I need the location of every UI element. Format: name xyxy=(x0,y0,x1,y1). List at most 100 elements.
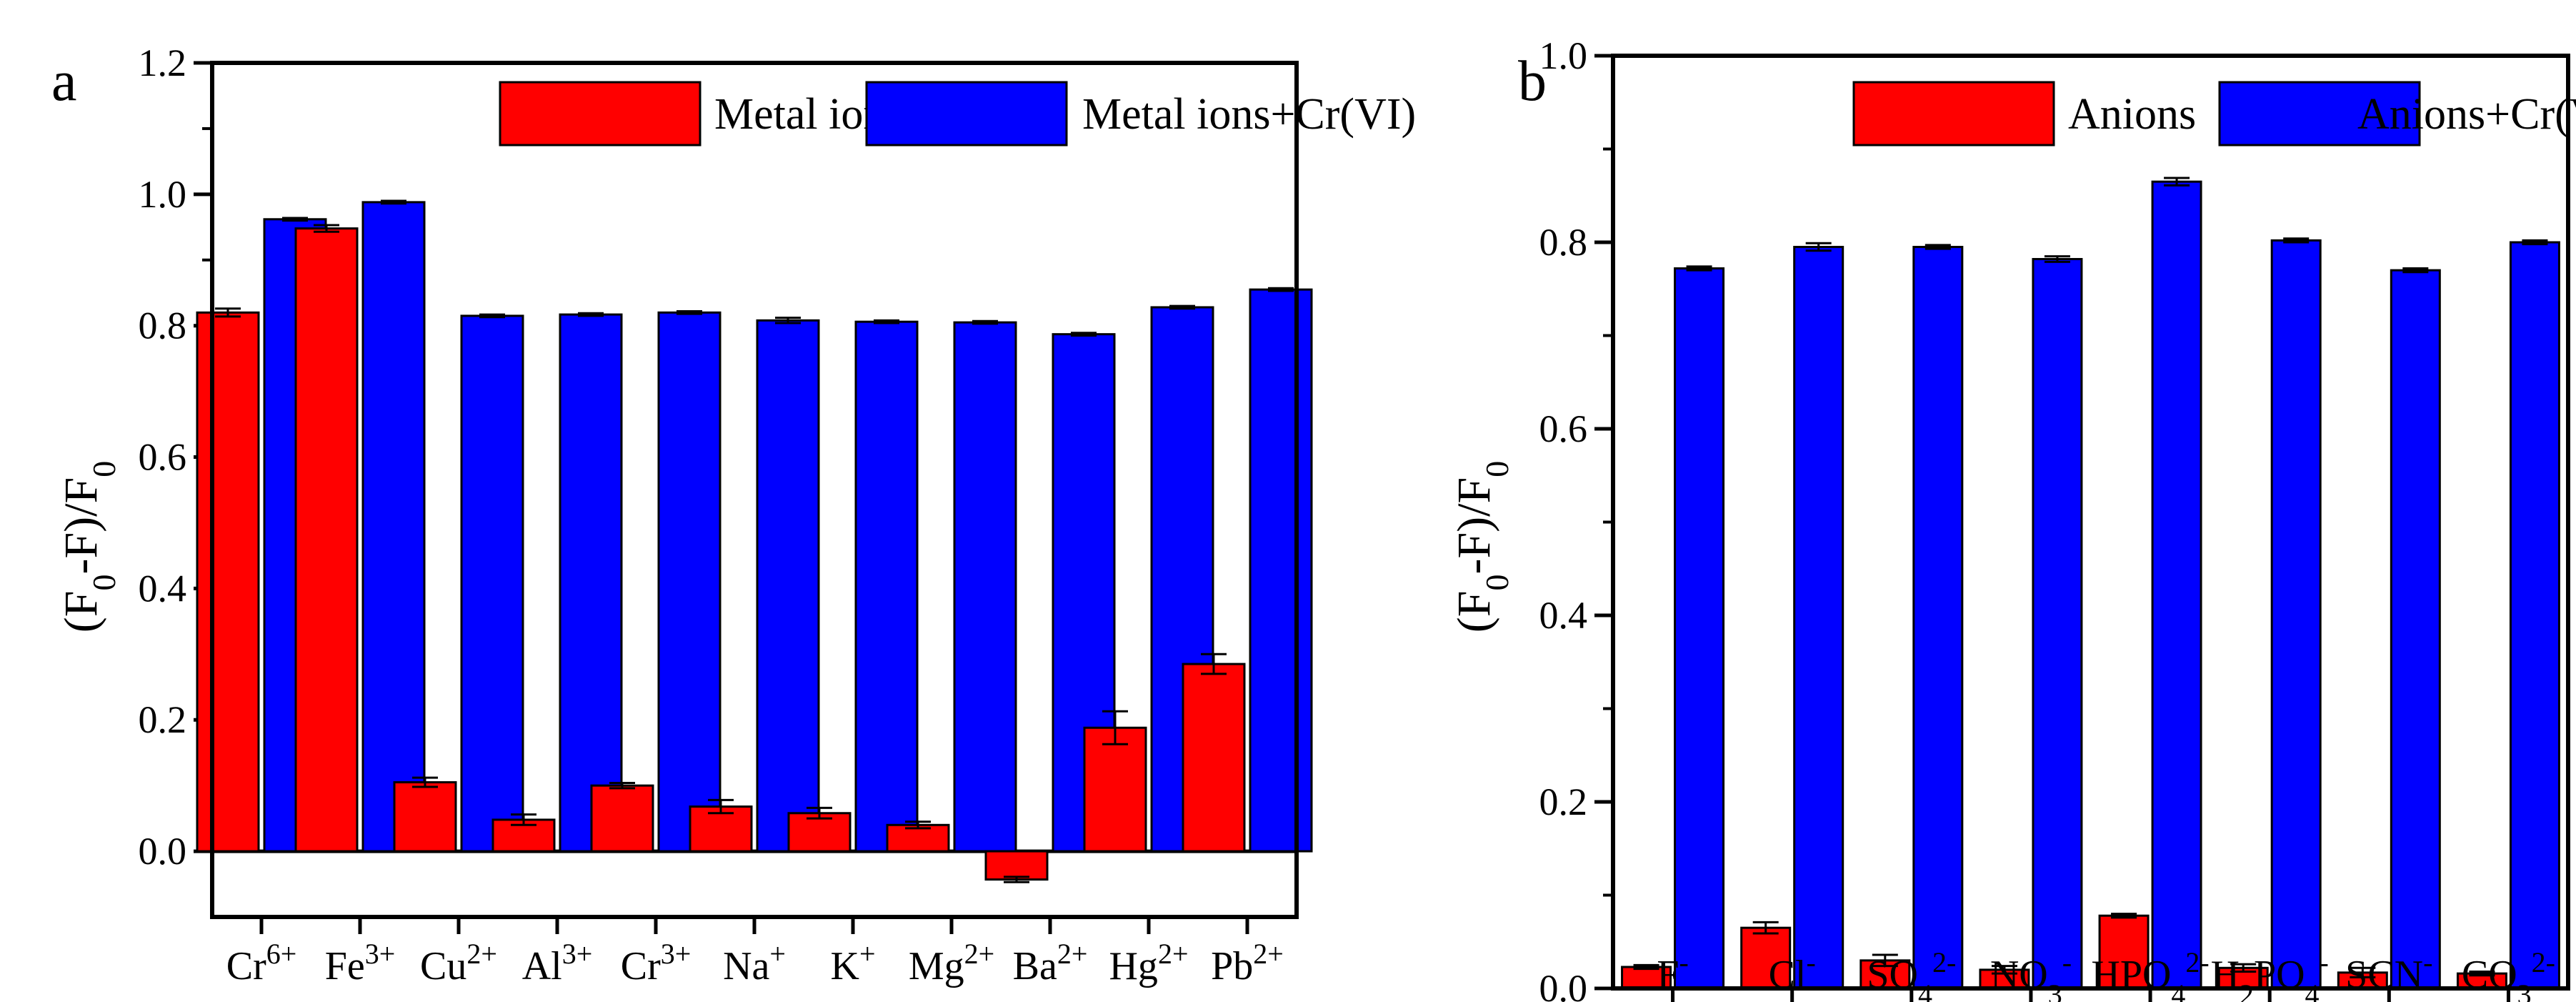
panel-a-y-tick-label: 1.2 xyxy=(139,41,187,84)
panel-a-category-label: Cr3+ xyxy=(621,938,692,989)
legend-label-anions: Anions xyxy=(2068,90,2196,139)
panel-b-error-bar xyxy=(2164,177,2190,187)
panel-a-error-bar xyxy=(1071,332,1097,337)
panel-a-error-bar xyxy=(874,319,899,324)
panel-b-y-tick-label: 0.6 xyxy=(1539,407,1588,450)
panel-a-bar-series2 xyxy=(1249,288,1313,853)
panel-a-error-bar xyxy=(578,312,604,317)
panel-a-category-label: Pb2+ xyxy=(1211,938,1284,989)
panel-a-bar-series2 xyxy=(361,201,426,853)
panel-b-y-tick-label: 0.2 xyxy=(1539,780,1588,823)
panel-a-y-tick-label: 0.0 xyxy=(139,830,187,873)
panel-a-error-bar xyxy=(1169,304,1195,310)
panel-a-y-tick-label: 0.6 xyxy=(139,436,187,479)
legend-label-anions-crvi: Anions+Cr(VI) xyxy=(2357,90,2576,139)
panel-a-error-bar xyxy=(282,217,308,222)
panel-a-error-bar xyxy=(807,806,832,820)
panel-a-y-tick-label: 0.4 xyxy=(139,567,187,610)
panel-a-bar-series1 xyxy=(984,850,1049,881)
panel-a-category-label: Mg2+ xyxy=(909,938,994,989)
panel-a-bar-series2 xyxy=(953,321,1017,853)
panel-a-bar-series2 xyxy=(657,311,722,853)
panel-b-error-bar xyxy=(1633,963,1659,971)
panel-a-category-label: Na+ xyxy=(723,938,786,989)
panel-a-error-bar xyxy=(479,313,505,319)
panel-a-bar-series1 xyxy=(1083,726,1147,853)
panel-a-error-bar xyxy=(1201,653,1227,675)
panel-a-error-bar xyxy=(314,224,339,233)
panel-a-bar-series1 xyxy=(1182,663,1246,853)
panel-a-category-label: Fe3+ xyxy=(325,938,396,989)
panel-b-bar-series1 xyxy=(1740,926,1792,990)
panel-b-bar-series2 xyxy=(1674,267,1725,990)
panel-a-error-bar xyxy=(412,776,438,788)
panel-a-error-bar xyxy=(708,798,734,815)
panel-a-y-tick-label: 0.8 xyxy=(139,304,187,347)
panel-b-error-bar xyxy=(2350,966,2376,978)
panel-b-y-axis-title: (F0-F)/F0 xyxy=(1448,461,1515,633)
legend-swatch-anions-crvi xyxy=(2218,81,2421,147)
panel-b: b (F0-F)/F0 0.00.20.40.60.81.0 F- Cl- SO42… xyxy=(1448,34,2576,1002)
panel-a-y-tick-label: 0.2 xyxy=(139,698,187,741)
panel-a-bar-series2 xyxy=(559,313,623,853)
panel-b-bar-series2 xyxy=(2509,241,2560,990)
panel-b-error-bar xyxy=(2230,963,2257,973)
panel-a-error-bar xyxy=(1102,710,1128,745)
panel-a-error-bar xyxy=(1004,875,1029,883)
panel-b-error-bar xyxy=(1924,244,1951,250)
panel-b-letter: b xyxy=(1518,50,1547,113)
panel-b-y-tick-label: 0.4 xyxy=(1539,594,1588,637)
panel-a-category-label: K+ xyxy=(830,938,875,989)
panel-b-bar-series2 xyxy=(2151,180,2202,990)
legend-swatch-metal-ions xyxy=(499,81,702,147)
panel-b-y-tick-label: 1.0 xyxy=(1539,34,1588,77)
panel-a-error-bar xyxy=(775,317,801,324)
panel-a-error-bar xyxy=(511,813,536,826)
panel-b-category-label: SO42- xyxy=(1867,946,1956,1002)
legend-swatch-metal-ions-crvi xyxy=(865,81,1068,147)
panel-b-error-bar xyxy=(2044,255,2070,263)
panel-b-bar-series2 xyxy=(2390,269,2441,990)
panel-a-bar-series2 xyxy=(854,320,919,853)
panel-b-error-bar xyxy=(1752,921,1779,935)
panel-b-y-tick-label: 0.8 xyxy=(1539,221,1588,264)
panel-a-error-bar xyxy=(609,781,635,790)
panel-a-bar-series1 xyxy=(590,784,654,853)
panel-a-category-label: Cu2+ xyxy=(420,938,497,989)
legend-label-metal-ions-crvi: Metal ions+Cr(VI) xyxy=(1082,90,1416,139)
panel-a-bar-series1 xyxy=(294,227,359,853)
panel-a-error-bar xyxy=(905,820,931,830)
panel-b-bar-series2 xyxy=(2032,257,2083,990)
panel-a-plot-frame xyxy=(210,61,1299,919)
panel-a-letter: a xyxy=(51,50,77,113)
panel-a: a (F0-F)/F0 0.0 0.2 0.4 0.6 0.8 1.0 1.2 Cr6+ Fe… xyxy=(51,41,1416,988)
panel-b-y-tick-label: 0.0 xyxy=(1539,967,1588,1002)
panel-a-bar-series1 xyxy=(393,781,457,853)
panel-b-category-label: CO32- xyxy=(2462,946,2555,1002)
panel-a-error-bar xyxy=(381,199,406,205)
panel-b-error-bar xyxy=(2111,913,2137,919)
panel-a-category-label: Al3+ xyxy=(522,938,593,989)
panel-a-error-bar xyxy=(677,309,702,315)
panel-b-legend: Anions Anions+Cr(VI) xyxy=(1852,81,2576,147)
panel-b-bar-series2 xyxy=(1793,246,1844,990)
panel-a-y-tick-label: 1.0 xyxy=(139,173,187,216)
panel-a-bar-series1 xyxy=(196,311,260,853)
panel-b-error-bar xyxy=(1872,953,1898,968)
panel-b-error-bar xyxy=(2522,239,2548,246)
panel-a-bar-series2 xyxy=(460,314,524,853)
panel-a-category-label: Ba2+ xyxy=(1013,938,1088,989)
panel-b-error-bar xyxy=(2402,267,2429,274)
panel-a-error-bar xyxy=(215,307,241,318)
panel-a-category-label: Hg2+ xyxy=(1109,938,1188,989)
panel-b-error-bar xyxy=(1991,965,2017,975)
panel-a-bar-series2 xyxy=(756,319,820,853)
panel-b-error-bar xyxy=(1686,265,1712,272)
panel-b-bar-series2 xyxy=(2270,239,2322,990)
panel-b-category-label: HPO42- xyxy=(2091,946,2209,1002)
panel-b-plot-frame xyxy=(1611,54,2570,991)
panel-a-y-axis-title: (F0-F)/F0 xyxy=(55,461,122,633)
panel-b-bar-series2 xyxy=(1912,246,1964,990)
panel-a-error-bar xyxy=(972,319,998,325)
